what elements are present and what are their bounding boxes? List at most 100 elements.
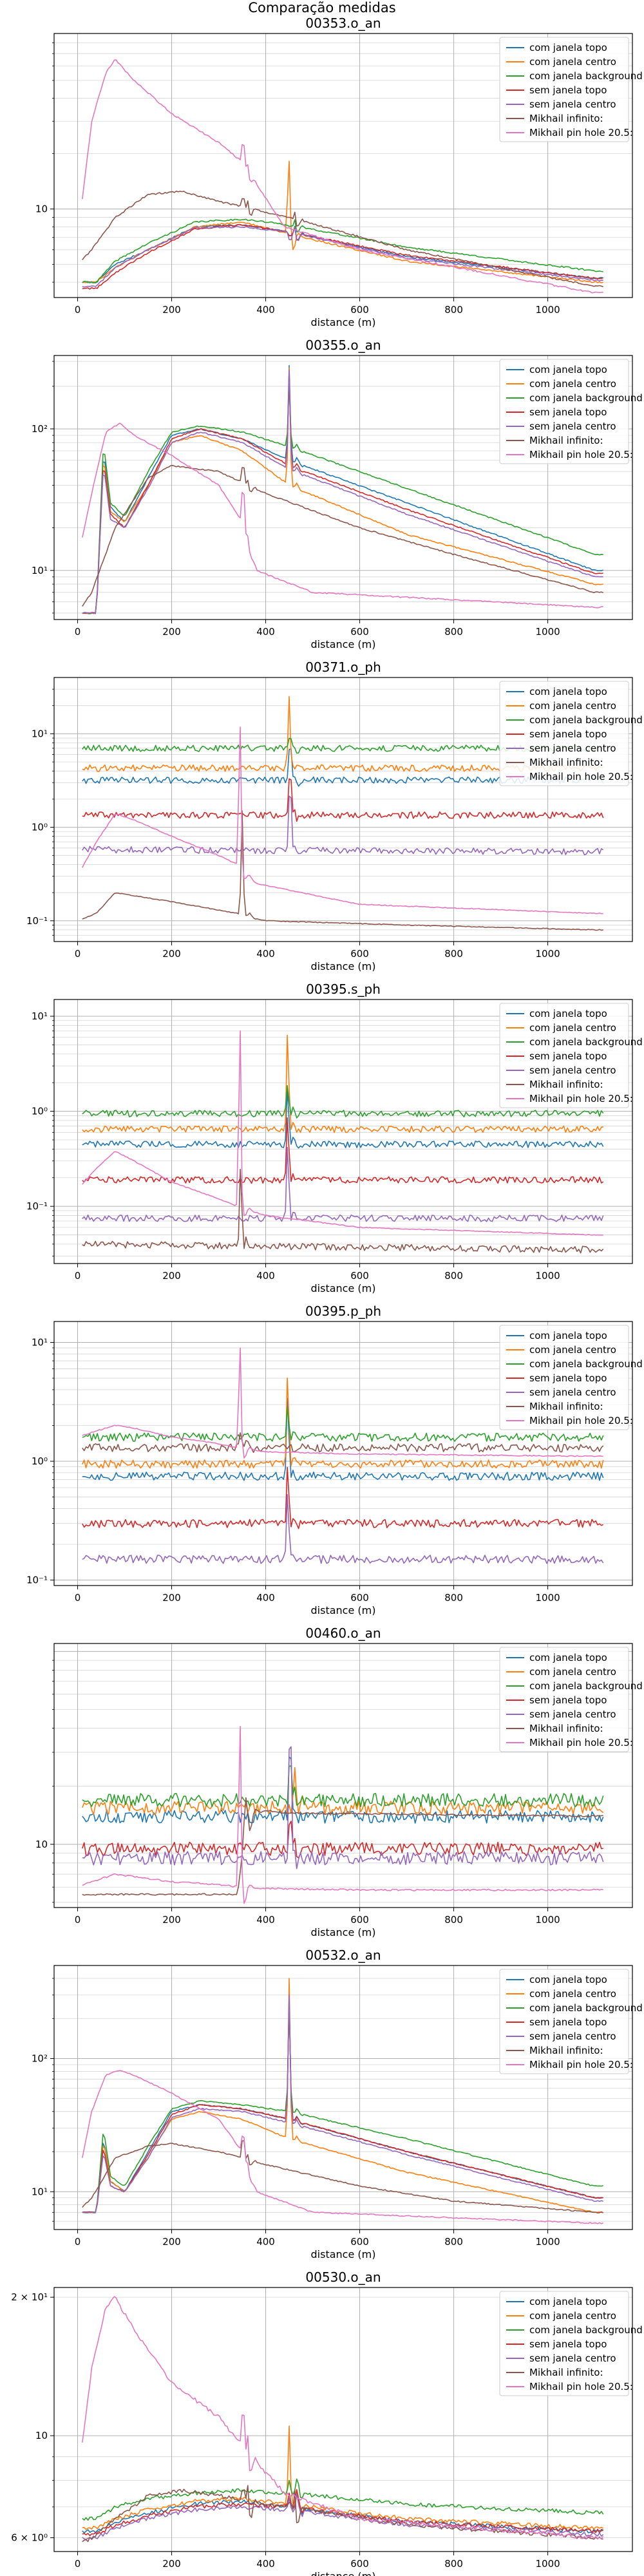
y-tick-label: 10⁰ <box>32 1455 48 1467</box>
x-tick-label: 0 <box>75 2558 81 2570</box>
legend-box <box>499 1003 629 1108</box>
series-line <box>82 1493 604 1564</box>
x-tick-label: 200 <box>162 948 181 960</box>
y-tick-label: 10¹ <box>32 728 48 739</box>
series-group <box>82 365 604 614</box>
x-tick-label: 200 <box>162 1914 181 1926</box>
series-line <box>82 1766 604 1815</box>
series-group <box>82 1978 604 2224</box>
x-tick-label: 0 <box>75 1914 81 1926</box>
legend-entry: Mikhail pin hole 20.5: <box>529 1415 633 1426</box>
series-line <box>82 1994 603 2213</box>
x-tick-label: 1000 <box>535 948 560 960</box>
legend-entry: sem janela centro <box>529 2031 616 2042</box>
legend-box <box>499 1325 629 1430</box>
x-axis-label: distance (m) <box>311 1282 376 1294</box>
series-line <box>82 2070 603 2224</box>
legend-entry: com janela topo <box>529 1652 607 1663</box>
chart-title: 00530.o_an <box>305 2269 381 2285</box>
legend-entry: sem janela topo <box>529 1372 607 1384</box>
x-axis-label: distance (m) <box>311 2248 376 2260</box>
plot-frame <box>53 1321 633 1586</box>
series-group <box>82 1725 604 1904</box>
series-line <box>82 1088 604 1149</box>
chart-panel: 00353.o_an 0 200 400 600 800 1000 10 distance (m… <box>35 15 643 328</box>
chart-panel: 00532.o_an 0 200 400 600 800 1000 10¹ 10² distanc… <box>32 1947 643 2260</box>
series-line <box>82 464 603 607</box>
x-tick-label: 600 <box>350 626 369 638</box>
legend-box <box>499 681 629 786</box>
x-axis-label: distance (m) <box>311 1926 376 1938</box>
series-group <box>82 2296 604 2543</box>
legend-entry: Mikhail infinito: <box>529 113 603 124</box>
series-line <box>82 726 603 914</box>
legend-entry: com janela background <box>529 714 643 726</box>
y-tick-label: 6 × 10⁰ <box>11 2532 48 2544</box>
series-line <box>82 1994 603 2213</box>
legend-entry: sem janela topo <box>529 1694 607 1706</box>
legend-entry: Mikhail pin hole 20.5: <box>529 1093 633 1104</box>
chart-panel: 00395.s_ph 0 200 400 600 800 1000 10⁻¹ 10⁰ 10¹ dis… <box>26 981 643 1294</box>
series-line <box>82 1146 604 1222</box>
legend: com janela topo com janela centro com jane… <box>499 37 643 142</box>
chart-title: 00371.o_ph <box>305 659 381 675</box>
legend: com janela topo com janela centro com jane… <box>499 1325 643 1430</box>
legend-entry: com janela topo <box>529 1974 607 1985</box>
series-line <box>82 810 603 931</box>
figure-suptitle: Comparação medidas <box>248 0 395 15</box>
legend-entry: com janela centro <box>529 1022 616 1034</box>
legend-entry: Mikhail infinito: <box>529 2367 603 2378</box>
legend-entry: sem janela centro <box>529 421 616 432</box>
x-tick-label: 1000 <box>535 1270 560 1282</box>
y-tick-label: 10⁰ <box>32 1106 48 1117</box>
legend: com janela topo com janela centro com jane… <box>499 681 643 786</box>
x-tick-label: 800 <box>444 1592 463 1604</box>
x-tick-label: 0 <box>75 2236 81 2248</box>
x-tick-label: 1000 <box>535 1592 560 1604</box>
series-line <box>82 1117 604 1184</box>
y-tick-label: 10⁻¹ <box>26 1575 48 1586</box>
x-axis-label: distance (m) <box>311 316 376 328</box>
x-tick-label: 400 <box>256 2558 275 2570</box>
x-tick-label: 400 <box>256 1914 275 1926</box>
legend-entry: com janela centro <box>529 700 616 712</box>
legend-entry: com janela background <box>529 1358 643 1370</box>
legend-entry: com janela background <box>529 2324 643 2336</box>
x-axis-label: distance (m) <box>311 960 376 972</box>
series-line <box>82 2296 604 2539</box>
chart-panel: 00530.o_an 0 200 400 600 800 1000 6 × 10⁰ 10 2 × … <box>11 2269 643 2576</box>
legend-entry: sem janela topo <box>529 1050 607 1062</box>
x-axis-label: distance (m) <box>311 638 376 650</box>
legend: com janela topo com janela centro com jane… <box>499 1969 643 2074</box>
legend-entry: com janela centro <box>529 1666 616 1678</box>
legend-entry: com janela topo <box>529 1330 607 1341</box>
x-tick-label: 800 <box>444 948 463 960</box>
series-line <box>82 1397 604 1481</box>
legend-entry: com janela background <box>529 1036 643 1048</box>
series-group <box>82 1347 604 1564</box>
plot-frame <box>53 677 633 942</box>
legend-entry: sem janela centro <box>529 99 616 110</box>
x-axis-label: distance (m) <box>311 2570 376 2576</box>
legend-entry: Mikhail pin hole 20.5: <box>529 449 633 460</box>
series-line <box>82 1168 604 1254</box>
x-tick-label: 800 <box>444 1914 463 1926</box>
legend-entry: com janela topo <box>529 2296 607 2307</box>
series-line <box>82 1466 604 1530</box>
chart-title: 00532.o_an <box>305 1947 381 1963</box>
plot-frame <box>53 33 633 298</box>
legend-entry: Mikhail pin hole 20.5: <box>529 2381 633 2392</box>
x-tick-label: 1000 <box>535 304 560 316</box>
chart-panel: 00395.p_ph 0 200 400 600 800 1000 10⁻¹ 10⁰ 10¹ dis… <box>26 1303 643 1616</box>
legend-entry: sem janela centro <box>529 2353 616 2364</box>
series-line <box>82 422 603 609</box>
x-tick-label: 600 <box>350 2558 369 2570</box>
legend-entry: com janela centro <box>529 2310 616 2322</box>
legend-box <box>499 1969 629 2074</box>
legend-entry: Mikhail infinito: <box>529 1723 603 1734</box>
y-tick-label: 10 <box>35 1839 48 1850</box>
series-line <box>82 385 603 614</box>
y-tick-label: 10⁰ <box>32 822 48 833</box>
chart-panel: 00355.o_an 0 200 400 600 800 1000 10¹ 10² distanc… <box>32 337 643 650</box>
